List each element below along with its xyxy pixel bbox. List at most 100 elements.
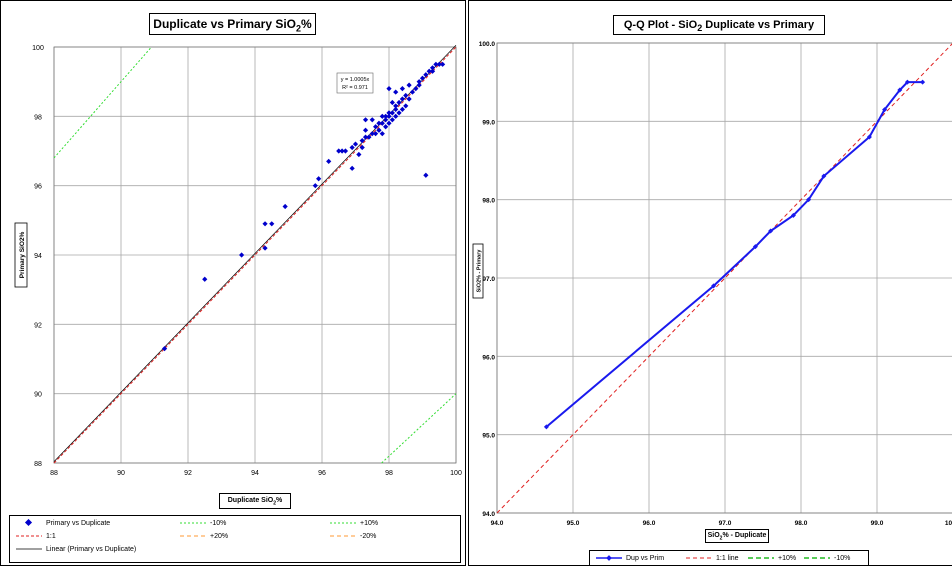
data-point [362, 117, 369, 123]
data-point [312, 183, 318, 189]
x-tick-label: 95.0 [567, 520, 580, 527]
data-point [436, 61, 442, 67]
red-dash-line-icon [686, 554, 712, 562]
data-point [393, 89, 399, 95]
legend-label-one-to-one-line: 1:1 line [716, 554, 739, 562]
legend-item-plus10-qq: +10% [748, 554, 796, 562]
x-tick-label: 94.0 [491, 520, 504, 527]
x-tick-label: 92 [184, 470, 192, 477]
orange-dash-line-icon [180, 532, 206, 540]
data-point [362, 127, 369, 133]
regression-equation: y = 1.0005x [341, 77, 370, 83]
data-point [429, 68, 436, 74]
scatter-xlabel-end: % [276, 497, 283, 504]
red-dash-line-icon [16, 532, 42, 540]
qq-data-point [821, 173, 827, 179]
x-tick-label: 88 [50, 470, 58, 477]
data-point [379, 131, 385, 137]
data-point [426, 68, 432, 74]
qq-data-point [806, 197, 812, 203]
blue-line-diamond-icon [596, 554, 622, 562]
data-point [362, 134, 369, 140]
data-point [359, 144, 365, 151]
data-point [369, 117, 375, 123]
scatter-legend: Primary vs Duplicate -10% +10% 1:1 +20% … [9, 515, 461, 563]
regression-annotation-box [336, 72, 374, 94]
data-point [282, 203, 288, 210]
legend-label-one-to-one: 1:1 [46, 532, 56, 540]
green-dash-line-icon [804, 554, 830, 562]
legend-label-minus20: -20% [360, 532, 377, 540]
y-axis-label-text: Primary SiO2% [19, 231, 26, 278]
data-point [433, 61, 439, 67]
legend-item-linear: Linear (Primary vs Duplicate) [16, 545, 136, 553]
data-point [406, 96, 412, 102]
green-dash-line-icon [330, 519, 356, 527]
y-tick-label: 100 [32, 45, 44, 52]
data-point [399, 96, 405, 102]
qq-xlabel-main: SiO [707, 532, 720, 539]
qq-data-point [711, 283, 717, 289]
legend-label-primary-vs-duplicate: Primary vs Duplicate [46, 519, 111, 527]
legend-label-dup-vs-prim: Dup vs Prim [626, 554, 665, 562]
legend-label-minus10: -10% [210, 519, 227, 527]
x-tick-label: 100.0 [945, 520, 952, 527]
x-tick-label: 90 [117, 470, 125, 477]
data-point [389, 99, 395, 106]
qq-x-axis-label: SiO2% - Duplicate [705, 529, 769, 543]
qq-chart-svg: 94.0 95.0 96.0 97.0 98.0 99.0 100.0 94.0 95.0 96.… [472, 41, 952, 527]
qq-xlabel-end: % - Duplicate [722, 532, 767, 539]
x-tick-label: 98 [385, 470, 393, 477]
data-point [383, 113, 389, 119]
green-dash-line-icon [180, 519, 206, 527]
data-point [342, 148, 349, 154]
y-tick-label: 94 [34, 253, 42, 260]
data-point [369, 131, 375, 137]
y-tick-label: 98.0 [482, 198, 495, 205]
data-point [393, 106, 399, 112]
plot-area-border [496, 42, 952, 514]
regression-r2: R² = 0.971 [342, 85, 368, 91]
data-point [262, 245, 268, 251]
qq-title-end: Duplicate vs Primary [702, 19, 815, 31]
y-tick-label: 95.0 [482, 433, 495, 440]
plot-area-border [53, 46, 457, 464]
legend-item-minus20: -20% [330, 532, 376, 540]
qq-data-point [790, 212, 796, 218]
legend-item-primary-vs-duplicate: Primary vs Duplicate [16, 518, 111, 527]
scatter-title-main: Duplicate vs Primary SiO [153, 17, 297, 31]
x-tick-label: 96.0 [643, 520, 656, 527]
data-point [403, 92, 409, 99]
y-axis-label-box [472, 243, 484, 299]
data-point [359, 138, 365, 144]
qq-series-line [545, 81, 923, 428]
black-line-icon [16, 545, 42, 553]
x-tick-label: 100 [450, 470, 462, 477]
orange-dash-line-icon [330, 532, 356, 540]
y-axis-label: Primary SiO2% [14, 222, 28, 288]
legend-item-minus10-qq: -10% [804, 554, 850, 562]
data-point [409, 89, 416, 95]
x-tick-label: 98.0 [795, 520, 808, 527]
data-point [349, 144, 355, 151]
qq-data-point [920, 79, 926, 85]
data-point [262, 221, 268, 227]
data-point [396, 99, 402, 106]
data-point [373, 124, 379, 130]
data-point [389, 110, 395, 116]
data-point [383, 117, 389, 123]
scatter-chart-svg: 88 90 92 94 96 98 100 88 90 92 94 96 98 100 Primary Si… [14, 45, 462, 477]
legend-label-linear: Linear (Primary vs Duplicate) [46, 545, 137, 553]
data-point [389, 117, 395, 123]
data-point [429, 65, 436, 71]
legend-item-one-to-one-line: 1:1 line [686, 554, 739, 562]
data-point [379, 113, 385, 119]
data-point [379, 120, 385, 126]
y-tick-label: 88 [34, 461, 42, 468]
scatter-title-sub: 2 [296, 23, 302, 34]
data-point [399, 86, 405, 92]
data-point [413, 86, 419, 92]
legend-label-plus10-qq: +10% [778, 554, 797, 562]
qq-data-point [882, 107, 888, 113]
